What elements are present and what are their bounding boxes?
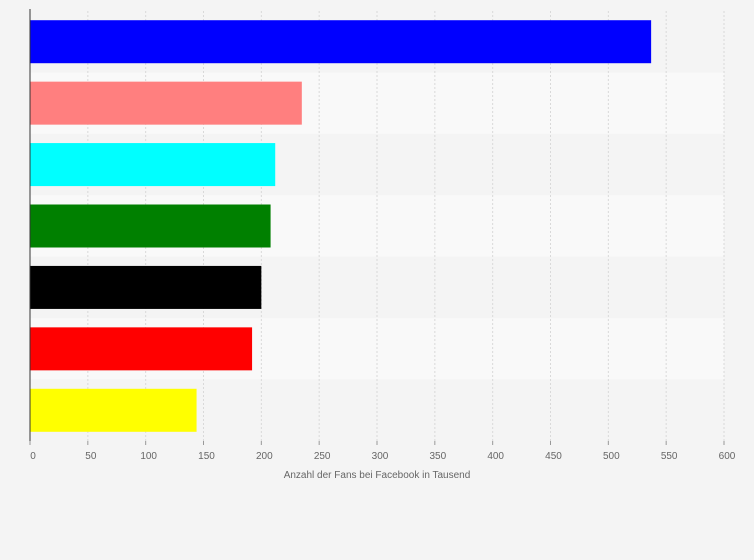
tick-label: 150 [198,451,215,462]
tick-label: 600 [719,451,736,462]
tick-label: 200 [256,451,273,462]
bar[interactable] [30,143,276,187]
bar[interactable] [30,265,262,309]
tick-label: 50 [85,451,97,462]
tick-label: 550 [661,451,678,462]
x-axis-title: Anzahl der Fans bei Facebook in Tausend [284,470,471,481]
bar[interactable] [30,204,271,248]
bars [30,20,652,432]
bar[interactable] [30,20,652,64]
bar[interactable] [30,81,302,125]
tick-label: 300 [372,451,389,462]
tick-label: 100 [140,451,157,462]
bar[interactable] [30,327,253,371]
bar[interactable] [30,388,197,432]
tick-label: 250 [314,451,331,462]
tick-label: 0 [30,451,36,462]
tick-label: 450 [545,451,562,462]
tick-label: 350 [429,451,446,462]
tick-label: 400 [487,451,504,462]
x-axis-ticks: 0 50 100 150 200 250 300 350 400 450 500 550 600 [29,441,736,462]
tick-label: 500 [603,451,620,462]
